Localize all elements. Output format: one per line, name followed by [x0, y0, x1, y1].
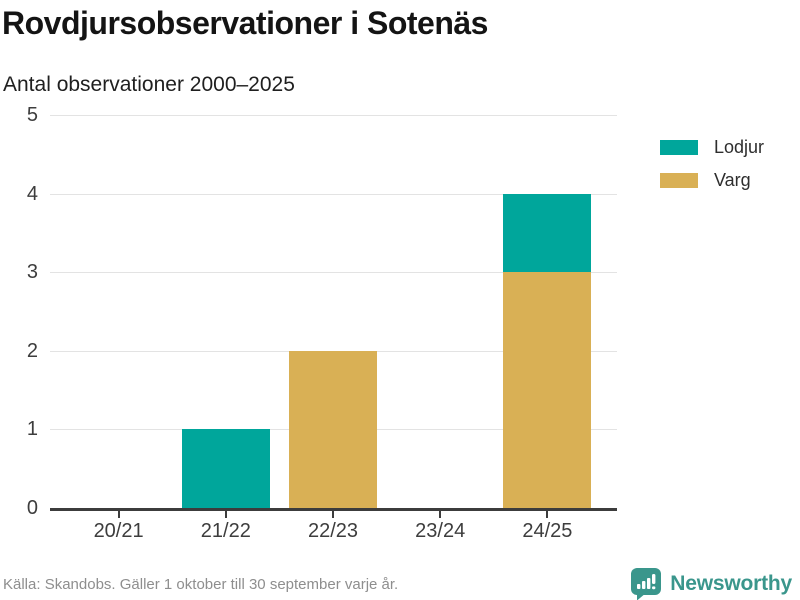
y-axis-labels: 0 1 2 3 4 5: [0, 105, 38, 518]
footer: Källa: Skandobs. Gäller 1 oktober till 3…: [3, 568, 792, 600]
bar-segment-varg: [503, 272, 592, 508]
x-tick-21/22: [172, 508, 279, 518]
y-tick-label-2: 2: [26, 339, 38, 362]
gridline-4: [50, 193, 617, 195]
x-tick-label-20/21: 20/21: [93, 520, 144, 542]
stacked-bar-22/23: [289, 350, 377, 508]
x-tick-mark: [224, 508, 227, 518]
legend-item-lodjur: Lodjur: [660, 137, 764, 158]
legend-item-varg: Varg: [660, 170, 764, 191]
bar-group-20/21: [65, 115, 172, 508]
x-tick-22/23: [279, 508, 386, 518]
bar-group-23/24: [387, 115, 494, 508]
y-tick-label-4: 4: [26, 182, 38, 205]
bars: [65, 115, 601, 508]
newsworthy-logo: Newsworthy: [630, 567, 792, 600]
y-tick-label-5: 5: [26, 104, 38, 126]
legend: Lodjur Varg: [660, 137, 764, 191]
legend-label-varg: Varg: [714, 170, 751, 190]
x-tick-20/21: [65, 508, 172, 518]
bar-group-22/23: [279, 115, 386, 508]
x-tick-23/24: [387, 508, 494, 518]
x-tick-mark: [546, 508, 549, 518]
x-tick-label-24/25: 24/25: [522, 520, 573, 542]
newsworthy-wordmark: Newsworthy: [670, 572, 792, 595]
gridline-5: [50, 115, 617, 116]
source-note: Källa: Skandobs. Gäller 1 oktober till 3…: [3, 575, 399, 593]
x-tick-mark: [117, 508, 120, 518]
x-tick-label-21/22: 21/22: [200, 520, 251, 542]
legend-swatch-varg: [660, 173, 698, 188]
newsworthy-bubble-icon: [630, 567, 662, 600]
x-axis-labels: 20/21 21/22 22/23 23/24 24/25: [65, 520, 601, 543]
chart-title: Rovdjursobservationer i Sotenäs: [2, 5, 488, 41]
x-tick-label-22/23: 22/23: [307, 520, 359, 542]
chart-subtitle: Antal observationer 2000–2025: [3, 73, 295, 96]
x-tick-24/25: [494, 508, 601, 518]
x-tick-mark: [332, 508, 334, 518]
x-axis-ticks: [65, 508, 601, 518]
stacked-bar-21/22: [181, 429, 270, 508]
x-tick-mark: [439, 508, 442, 518]
legend-label-lodjur: Lodjur: [714, 137, 765, 157]
y-tick-label-3: 3: [26, 261, 38, 284]
bar-segment-varg: [289, 350, 377, 508]
bar-segment-lodjur: [503, 193, 592, 273]
plot-area: 20/21 21/22 22/23 23/24 24/25: [50, 115, 617, 542]
x-tick-label-23/24: 23/24: [415, 520, 466, 542]
bar-segment-lodjur: [181, 429, 270, 508]
bar-group-24/25: [494, 115, 601, 508]
gridline-3: [50, 272, 617, 274]
stacked-bar-24/25: [503, 193, 592, 508]
legend-swatch-lodjur: [660, 140, 698, 155]
y-tick-label-0: 0: [26, 497, 38, 519]
y-tick-label-1: 1: [26, 418, 38, 441]
bar-group-21/22: [172, 115, 279, 508]
